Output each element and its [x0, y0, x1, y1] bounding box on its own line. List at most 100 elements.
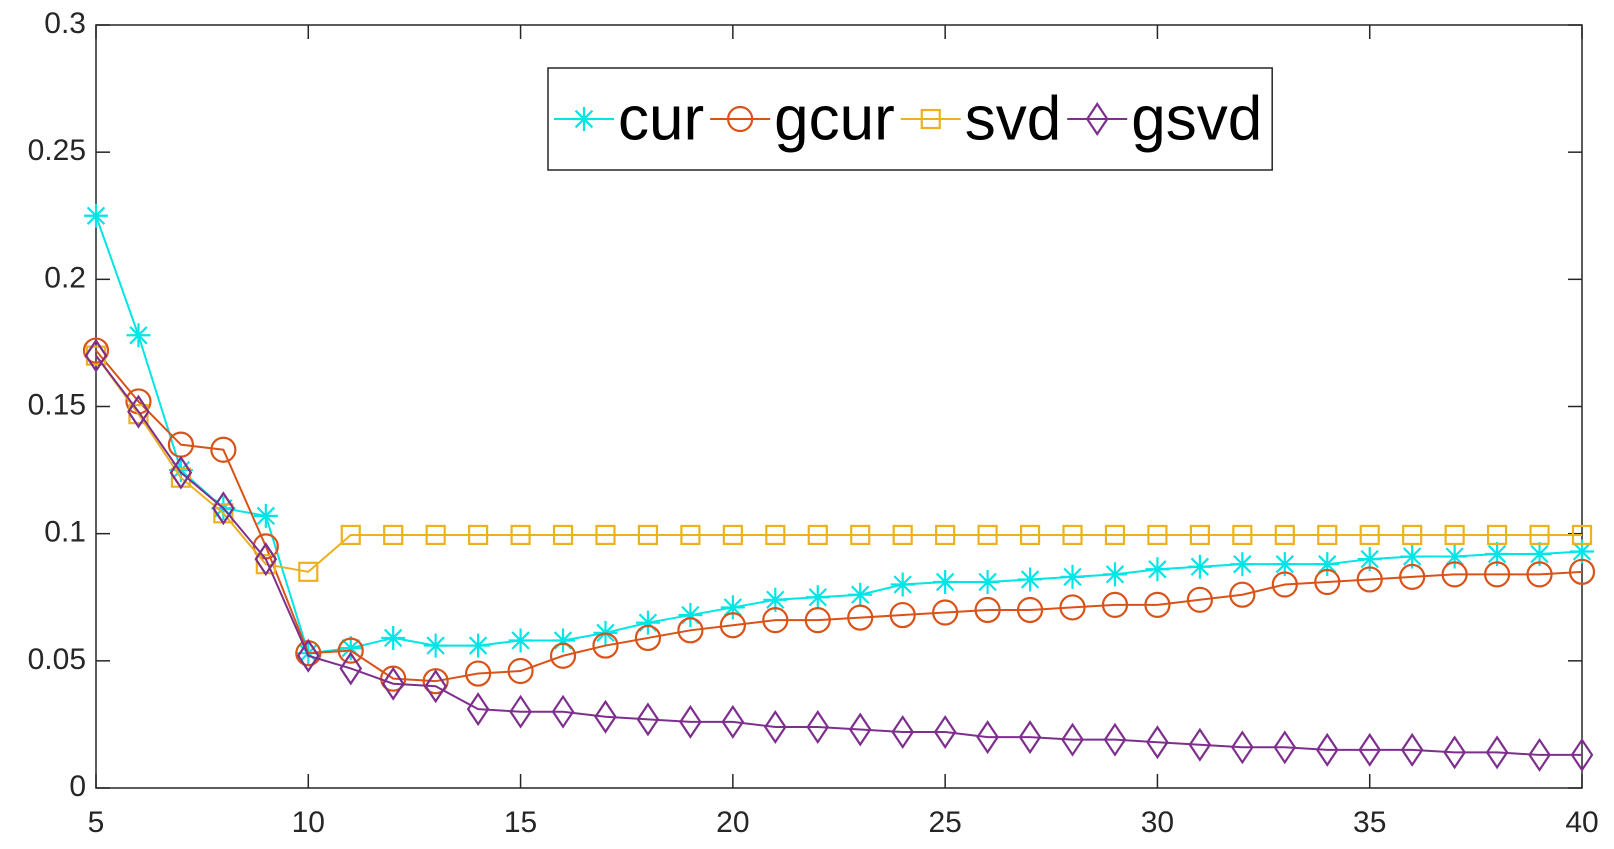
- marker: [1018, 720, 1042, 755]
- marker-shape: [210, 436, 237, 463]
- marker: [1229, 581, 1256, 608]
- marker: [126, 323, 151, 348]
- marker-shape: [720, 595, 745, 620]
- marker: [804, 607, 831, 634]
- marker: [552, 524, 574, 546]
- marker-shape: [84, 203, 108, 228]
- marker: [1186, 586, 1213, 613]
- marker-shape: [381, 625, 406, 650]
- legend-label: svd: [965, 84, 1061, 153]
- marker-shape: [509, 694, 532, 729]
- marker-shape: [82, 337, 110, 364]
- marker-shape: [168, 458, 193, 483]
- marker-shape: [169, 455, 193, 490]
- marker-shape: [678, 603, 703, 628]
- marker: [1187, 554, 1212, 579]
- marker-shape: [551, 628, 576, 653]
- marker-shape: [634, 624, 662, 652]
- marker-shape: [1485, 542, 1510, 567]
- marker: [1402, 524, 1423, 546]
- marker-shape: [423, 633, 448, 658]
- marker-shape: [1570, 539, 1594, 564]
- marker-shape: [806, 709, 830, 744]
- marker: [594, 699, 617, 734]
- marker: [935, 524, 956, 546]
- marker-shape: [1101, 591, 1129, 618]
- series-line: [95, 355, 1582, 573]
- marker: [637, 524, 659, 546]
- marker: [1442, 544, 1467, 569]
- marker-shape: [935, 524, 956, 546]
- marker: [339, 651, 363, 686]
- marker: [1357, 547, 1382, 572]
- marker-shape: [1060, 564, 1085, 589]
- marker-shape: [594, 699, 617, 734]
- marker: [847, 604, 874, 631]
- marker: [721, 704, 745, 739]
- marker: [677, 617, 704, 644]
- marker: [1231, 730, 1254, 765]
- marker-shape: [1145, 557, 1170, 582]
- marker-shape: [298, 561, 319, 582]
- marker-shape: [1317, 524, 1338, 546]
- marker-shape: [1485, 735, 1509, 770]
- legend-label: gcur: [774, 84, 895, 153]
- marker: [340, 524, 361, 546]
- marker: [595, 524, 616, 546]
- marker: [1570, 539, 1594, 564]
- marker: [1144, 591, 1171, 618]
- marker-shape: [338, 636, 363, 661]
- marker: [1526, 561, 1553, 588]
- marker: [1103, 722, 1127, 757]
- legend-label: gsvd: [1131, 84, 1262, 153]
- marker: [1399, 563, 1426, 591]
- y-tick-label: 0: [69, 770, 86, 803]
- marker-shape: [719, 612, 746, 639]
- marker-shape: [1232, 524, 1253, 546]
- marker: [1486, 524, 1508, 546]
- marker-shape: [1402, 524, 1423, 546]
- marker-shape: [1571, 524, 1593, 546]
- marker: [169, 455, 193, 490]
- x-tick-label: 25: [928, 806, 961, 839]
- marker-shape: [977, 524, 998, 546]
- marker: [1059, 594, 1086, 621]
- marker-shape: [1104, 524, 1126, 546]
- marker: [1443, 735, 1466, 770]
- marker: [890, 572, 915, 597]
- marker-shape: [552, 524, 574, 546]
- marker: [976, 720, 999, 755]
- marker-shape: [1186, 586, 1213, 613]
- marker-shape: [466, 692, 490, 727]
- marker-shape: [1359, 524, 1380, 546]
- marker-shape: [1189, 524, 1210, 546]
- marker-shape: [507, 657, 534, 685]
- marker-shape: [847, 604, 874, 631]
- marker-shape: [1315, 552, 1340, 577]
- marker: [1147, 524, 1168, 546]
- marker: [1315, 732, 1339, 767]
- marker: [636, 702, 660, 737]
- marker: [468, 524, 489, 546]
- marker: [933, 569, 958, 594]
- marker: [572, 107, 596, 131]
- marker-shape: [762, 607, 789, 634]
- marker-shape: [1357, 547, 1382, 572]
- x-tick-label: 40: [1565, 806, 1598, 839]
- marker: [1359, 524, 1380, 546]
- marker: [850, 524, 871, 546]
- x-tick-label: 10: [292, 806, 325, 839]
- marker-shape: [1230, 552, 1255, 577]
- marker: [424, 669, 447, 704]
- marker-shape: [848, 582, 873, 607]
- marker: [1571, 524, 1593, 546]
- marker: [1271, 571, 1298, 598]
- marker-shape: [1526, 561, 1553, 588]
- marker: [727, 105, 754, 133]
- marker: [1061, 722, 1084, 757]
- marker-shape: [892, 524, 913, 546]
- marker: [212, 491, 235, 526]
- marker-shape: [254, 542, 278, 577]
- marker: [127, 394, 150, 429]
- marker: [338, 636, 363, 661]
